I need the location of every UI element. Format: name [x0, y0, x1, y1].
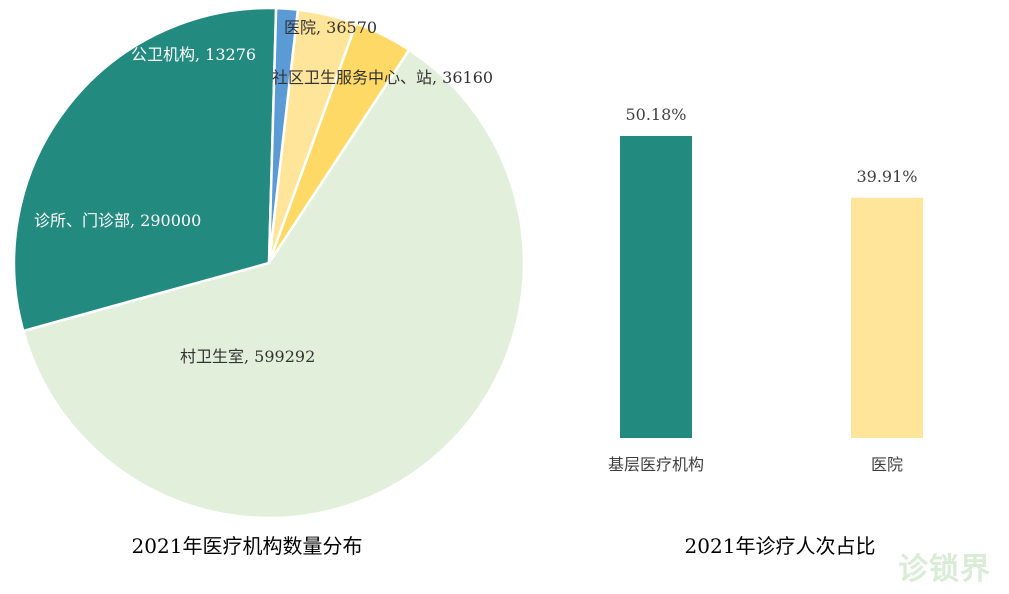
pie-data-label-1: 医院, 36570 [284, 18, 377, 37]
pie-chart-title: 2021年医疗机构数量分布 [132, 534, 363, 558]
pie-data-label-2: 社区卫生服务中心、站, 36160 [272, 68, 493, 87]
bar-2 [851, 197, 923, 438]
pie-labels: 医院, 36570 社区卫生服务中心、站, 36160 村卫生室, 599292 诊所… [34, 18, 493, 366]
bar-1 [620, 136, 692, 438]
pie-data-label-5: 公卫机构, 13276 [131, 45, 256, 64]
watermark-logo: 诊锁界 [898, 552, 991, 587]
bar-data-label-2: 39.91% [856, 167, 917, 186]
pie-slice-5 [267, 6, 300, 264]
bar-chart: 50.18% 基层医疗机构 39.91% 医院 [608, 105, 923, 474]
bar-category-label-1: 基层医疗机构 [608, 455, 704, 474]
pie-slice-4 [12, 6, 278, 333]
pie-slice-3 [21, 48, 526, 520]
pie-chart [12, 6, 526, 520]
pie-data-label-3: 村卫生室, 599292 [180, 347, 315, 366]
pie-data-label-4: 诊所、门诊部, 290000 [34, 211, 201, 230]
bar-category-label-2: 医院 [871, 455, 903, 474]
bar-data-label-1: 50.18% [625, 105, 686, 124]
bar-chart-title: 2021年诊疗人次占比 [685, 534, 876, 558]
